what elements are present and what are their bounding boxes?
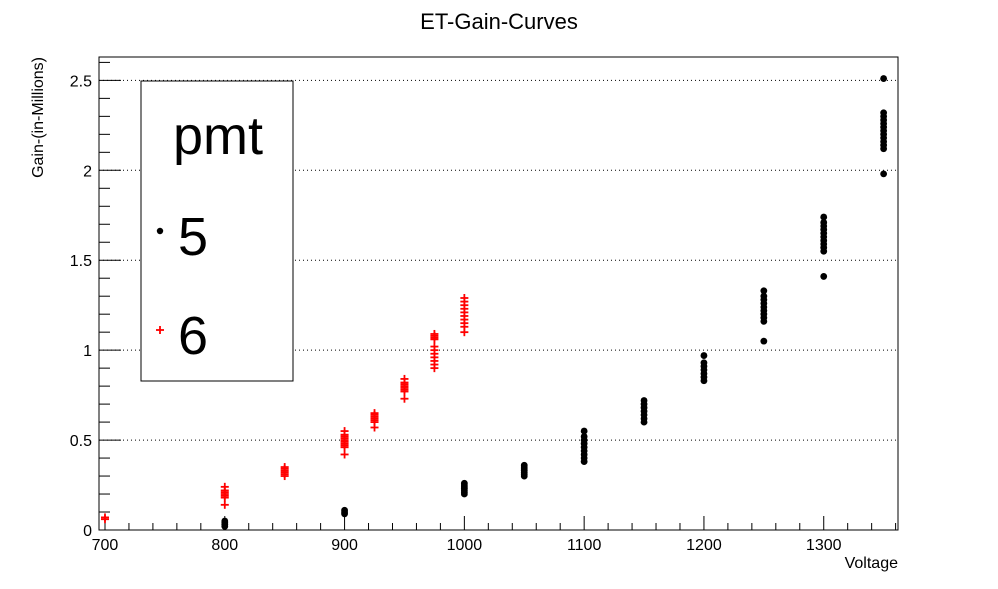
y-tick-label: 1.5	[70, 253, 92, 270]
data-point-pmt-5	[460, 479, 468, 487]
x-tick-label: 1100	[567, 537, 602, 554]
legend-marker-6	[156, 326, 164, 334]
data-point-pmt-6	[430, 342, 439, 351]
data-point-pmt-6	[400, 394, 409, 403]
x-axis: 700 800 900 1000 1100 1200 1300	[92, 516, 897, 554]
data-point-pmt-5	[640, 397, 648, 404]
x-tick-label: 900	[331, 537, 358, 554]
data-point-pmt-6	[340, 450, 349, 459]
y-tick-label: 2	[83, 163, 92, 180]
data-point-pmt-5	[820, 219, 828, 226]
legend-title: pmt	[173, 106, 263, 166]
data-point-pmt-5	[880, 75, 888, 82]
data-point-pmt-5	[520, 461, 528, 469]
data-point-pmt-5	[700, 359, 708, 367]
y-tick-label: 1	[83, 343, 92, 360]
legend-label-6: 6	[178, 306, 208, 366]
x-axis-label: Voltage	[845, 555, 898, 572]
data-point-pmt-6	[400, 374, 409, 383]
legend: pmt 5 6	[140, 80, 294, 382]
y-tick-label: 0	[83, 523, 92, 540]
data-point-pmt-5	[880, 109, 888, 117]
x-tick-label: 800	[211, 537, 238, 554]
y-tick-label: 2.5	[70, 73, 92, 90]
data-point-pmt-6	[430, 329, 439, 338]
plot-frame	[98, 56, 899, 531]
data-point-pmt-5	[700, 352, 708, 359]
y-tick-label: 0.5	[70, 433, 92, 450]
data-point-pmt-5	[580, 427, 588, 435]
x-tick-label: 700	[92, 537, 119, 554]
data-point-pmt-5	[580, 433, 588, 440]
y-axis-label: Gain-(in-Millions)	[30, 57, 47, 178]
data-point-pmt-6	[280, 463, 289, 472]
series-5-points	[221, 75, 888, 530]
x-tick-label: 1300	[806, 537, 842, 554]
data-point-pmt-5	[760, 287, 768, 295]
legend-box	[140, 80, 294, 382]
data-point-pmt-6	[460, 293, 469, 302]
data-point-pmt-5	[760, 337, 768, 345]
data-point-pmt-6	[220, 482, 229, 491]
data-point-pmt-6	[340, 427, 349, 436]
x-tick-label: 1000	[447, 537, 483, 554]
y-axis: 0 0.5 1 1.5 2 2.5	[70, 61, 121, 540]
series-6-points	[100, 293, 469, 524]
x-tick-label: 1200	[686, 537, 722, 554]
data-point-pmt-6	[100, 513, 109, 522]
data-point-pmt-5	[820, 213, 828, 221]
data-point-pmt-6	[220, 500, 229, 509]
data-point-pmt-6	[370, 409, 379, 418]
chart-title: ET-Gain-Curves	[420, 9, 578, 34]
legend-marker-5	[156, 227, 164, 235]
data-point-pmt-5	[760, 292, 768, 300]
data-point-pmt-5	[880, 170, 888, 178]
data-point-pmt-5	[820, 273, 828, 280]
data-point-pmt-5	[221, 517, 229, 525]
legend-label-5: 5	[178, 207, 208, 267]
data-point-pmt-5	[341, 506, 348, 514]
